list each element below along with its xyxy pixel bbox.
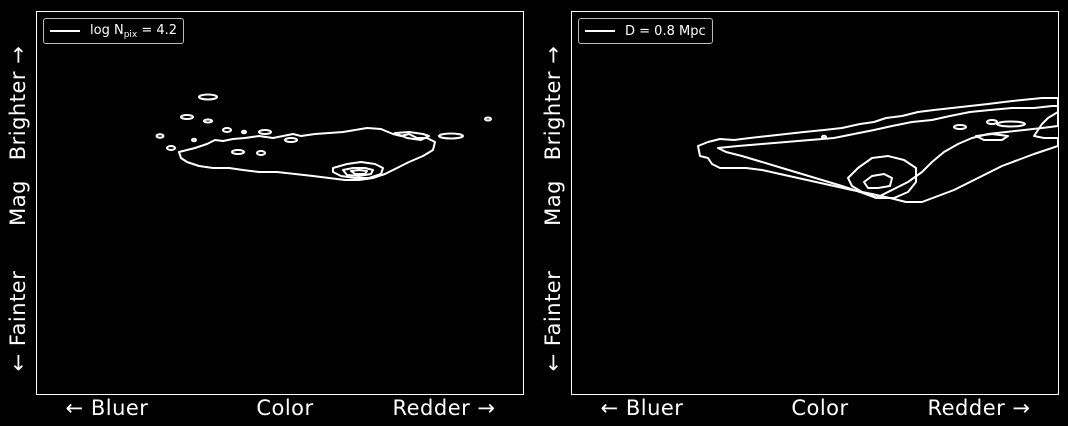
- legend-swatch: [50, 30, 80, 32]
- island-5: [155, 133, 165, 139]
- x-axis-label: ← Bluer Color Redder →: [571, 396, 1059, 424]
- island-4: [821, 134, 827, 140]
- legend-label-sub: pix: [123, 29, 138, 40]
- island-4: [222, 127, 232, 133]
- x-label-redder: Redder →: [392, 396, 496, 420]
- y-label-mag: Mag: [6, 180, 30, 226]
- legend-label: log Npix = 4.2: [90, 23, 177, 40]
- island-5: [975, 133, 1009, 141]
- contour-mid: [717, 105, 1058, 199]
- y-label-mag: Mag: [541, 180, 565, 226]
- contour-outer: [178, 127, 436, 181]
- x-label-color: Color: [791, 396, 849, 420]
- x-label-redder: Redder →: [927, 396, 1031, 420]
- x-label-color: Color: [256, 396, 314, 420]
- right-panel: Brighter → Mag ← Fainter: [535, 0, 1068, 426]
- left-panel: Brighter → Mag ← Fainter: [0, 11, 524, 424]
- plot-area: D = 0.8 Mpc: [571, 11, 1059, 395]
- legend-label-prefix: log N: [90, 22, 124, 38]
- island-9: [241, 129, 247, 135]
- contour-plot: [697, 97, 1058, 203]
- island-2: [180, 114, 194, 120]
- legend: D = 0.8 Mpc: [578, 18, 713, 44]
- contour-plot: [155, 93, 492, 181]
- contour-core: [350, 169, 368, 175]
- legend-swatch: [585, 30, 615, 32]
- contour-inner: [847, 155, 917, 199]
- y-axis-label: Brighter → Mag ← Fainter: [535, 11, 571, 395]
- legend: log Npix = 4.2: [43, 18, 185, 44]
- island-8: [191, 137, 197, 143]
- contour-core: [863, 173, 893, 189]
- island-10: [284, 137, 298, 143]
- island-6: [166, 145, 176, 151]
- island-3: [953, 124, 967, 130]
- y-label-brighter: Brighter →: [6, 45, 30, 161]
- island-1: [996, 120, 1026, 128]
- island-12: [256, 150, 266, 156]
- plot-area: log Npix = 4.2: [36, 11, 524, 395]
- island-2: [986, 119, 998, 125]
- island-11: [231, 149, 245, 155]
- island-1: [198, 93, 218, 101]
- x-label-bluer: ← Bluer: [65, 396, 149, 420]
- island-7: [258, 129, 272, 135]
- contour-mid: [332, 161, 384, 179]
- y-axis-label: Brighter → Mag ← Fainter: [0, 11, 36, 395]
- legend-label-suffix: = 4.2: [137, 22, 178, 38]
- island-3: [203, 118, 213, 124]
- x-axis-label: ← Bluer Color Redder →: [36, 396, 524, 424]
- contour-inner: [342, 167, 374, 177]
- island-14: [484, 116, 492, 122]
- y-label-fainter: ← Fainter: [541, 270, 565, 372]
- island-15: [394, 131, 430, 141]
- legend-label: D = 0.8 Mpc: [625, 23, 706, 39]
- y-label-fainter: ← Fainter: [6, 270, 30, 372]
- contour-outer: [697, 97, 1058, 203]
- y-label-brighter: Brighter →: [541, 45, 565, 161]
- x-label-bluer: ← Bluer: [600, 396, 684, 420]
- island-13: [438, 132, 464, 140]
